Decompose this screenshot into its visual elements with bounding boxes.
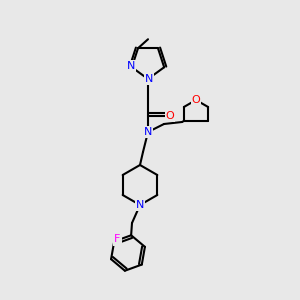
Text: F: F (114, 234, 120, 244)
Text: N: N (144, 127, 152, 137)
Text: N: N (145, 74, 153, 84)
Text: O: O (166, 111, 174, 121)
Text: N: N (127, 61, 135, 71)
Text: O: O (192, 95, 200, 105)
Text: N: N (136, 200, 144, 210)
